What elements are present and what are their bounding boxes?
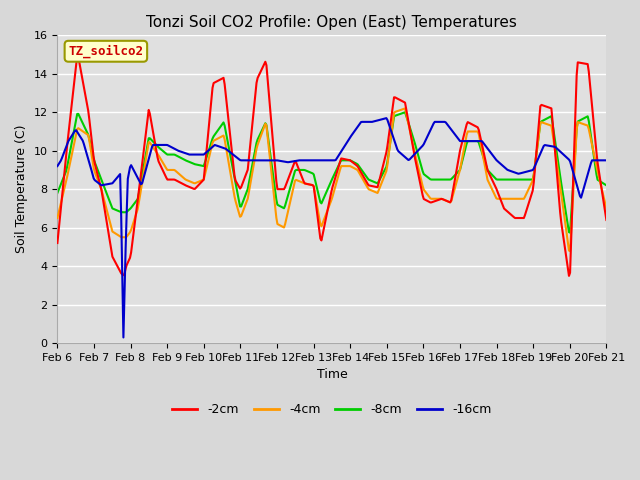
X-axis label: Time: Time: [317, 368, 348, 381]
Title: Tonzi Soil CO2 Profile: Open (East) Temperatures: Tonzi Soil CO2 Profile: Open (East) Temp…: [147, 15, 517, 30]
Legend: -2cm, -4cm, -8cm, -16cm: -2cm, -4cm, -8cm, -16cm: [168, 398, 497, 421]
Y-axis label: Soil Temperature (C): Soil Temperature (C): [15, 125, 28, 253]
Text: TZ_soilco2: TZ_soilco2: [68, 45, 143, 58]
